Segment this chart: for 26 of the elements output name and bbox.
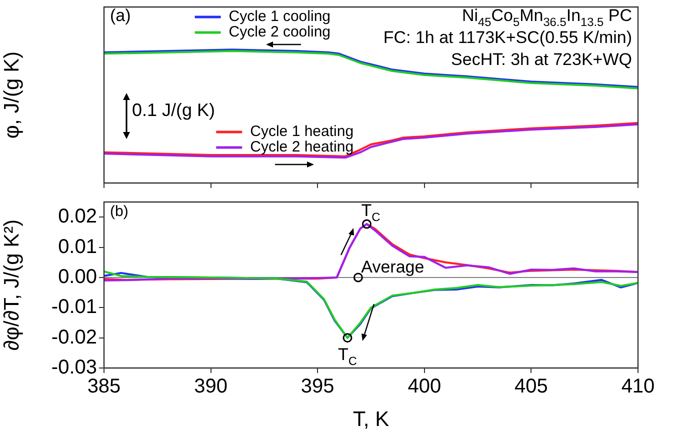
x-tick-label: 400: [408, 376, 442, 398]
x-tick-label: 395: [300, 376, 334, 398]
y-axis-title: ∂φ/∂T, J/(g K²): [0, 219, 24, 351]
point: [362, 219, 372, 229]
x-tick-label: 410: [621, 376, 655, 398]
annotation: 0.1 J/(g K): [132, 100, 216, 120]
y-tick-label: -0.02: [51, 326, 97, 348]
legend-label: Cycle 2 cooling: [228, 24, 330, 41]
text: FC: 1h at 1173K+SC(0.55 K/min): [383, 28, 632, 47]
annotation: Average: [361, 257, 424, 276]
annotation: SecHT: 3h at 723K+WQ: [451, 50, 632, 69]
legend-label: Cycle 1 cooling: [228, 8, 330, 26]
text: (a): [110, 6, 131, 25]
x-axis-title: T, K: [352, 408, 390, 432]
legend-label: Cycle 2 heating: [250, 138, 354, 156]
y-axis-title: φ, J/(g K): [0, 51, 24, 139]
point: [342, 333, 352, 343]
x-tick-label: 405: [514, 376, 548, 398]
y-tick-label: -0.01: [51, 296, 97, 318]
x-tick-label: 390: [194, 376, 228, 398]
y-tick-label: 0.00: [58, 266, 97, 288]
annotation: (b): [110, 203, 128, 220]
y-tick-label: 0.02: [58, 206, 97, 228]
y-tick-label: 0.01: [58, 236, 97, 258]
legend-label: Cycle 1 heating: [250, 123, 354, 140]
point: [353, 272, 363, 282]
